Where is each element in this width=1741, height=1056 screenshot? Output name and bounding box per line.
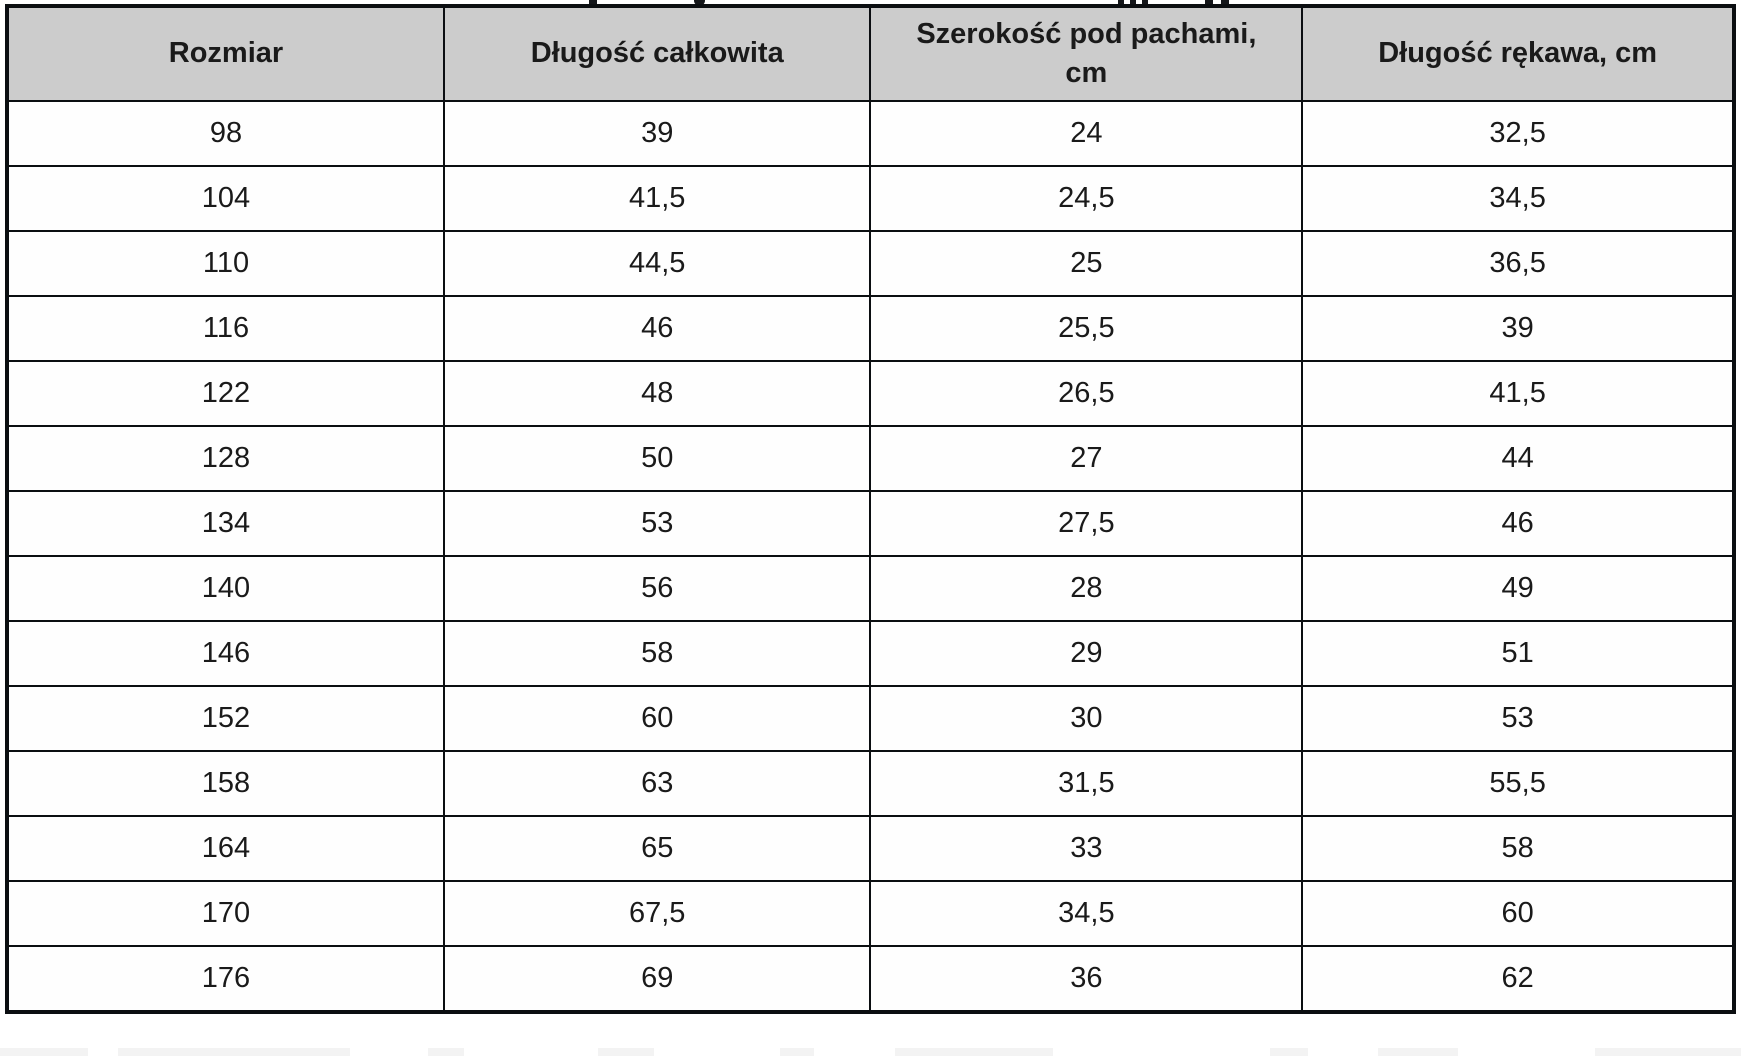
table-cell: 98 [6,100,445,167]
table-row: 128 50 27 44 [6,425,1735,492]
column-header: Długość całkowita [442,5,872,102]
table-cell: 44 [1301,425,1735,492]
table-row: 164 65 33 58 [6,815,1735,882]
table-cell: 158 [6,750,445,817]
table-cell: 32,5 [1301,100,1735,167]
bottom-fragment-mark [780,1048,814,1056]
table-cell: 29 [869,620,1304,687]
table-row: 122 48 26,5 41,5 [6,360,1735,427]
table-cell: 27,5 [869,490,1304,557]
table-row: 140 56 28 49 [6,555,1735,622]
table-cell: 48 [442,360,872,427]
bottom-fragment-mark [118,1048,350,1056]
table-cell: 60 [1301,880,1735,947]
table-row: 104 41,5 24,5 34,5 [6,165,1735,232]
clipped-title-fragment [0,0,1741,7]
table-row: 146 58 29 51 [6,620,1735,687]
title-descender-mark [589,0,597,6]
title-descender-mark [1130,0,1136,4]
table-cell: 51 [1301,620,1735,687]
table-cell: 26,5 [869,360,1304,427]
bottom-fragment-mark [1595,1048,1741,1056]
table-cell: 27 [869,425,1304,492]
size-chart-table: Rozmiar Długość całkowita Szerokość pod pa… [5,4,1736,1014]
table-cell: 122 [6,360,445,427]
bottom-fragment-mark [0,1048,88,1056]
table-cell: 39 [442,100,872,167]
table-cell: 49 [1301,555,1735,622]
clipped-bottom-fragment [0,1048,1741,1056]
column-header: Rozmiar [6,5,445,102]
table-cell: 58 [442,620,872,687]
table-cell: 53 [1301,685,1735,752]
table-cell: 44,5 [442,230,872,297]
table-row: 134 53 27,5 46 [6,490,1735,557]
table-cell: 134 [6,490,445,557]
table-cell: 104 [6,165,445,232]
table-cell: 164 [6,815,445,882]
table-cell: 53 [442,490,872,557]
table-cell: 34,5 [1301,165,1735,232]
table-cell: 140 [6,555,445,622]
table-cell: 41,5 [442,165,872,232]
header-row: Rozmiar Długość całkowita Szerokość pod pa… [6,5,1735,102]
table-cell: 116 [6,295,445,362]
table-cell: 152 [6,685,445,752]
table-cell: 146 [6,620,445,687]
table-cell: 34,5 [869,880,1304,947]
bottom-fragment-mark [428,1048,464,1056]
column-header: Szerokość pod pachami, cm [869,5,1304,102]
table-row: 152 60 30 53 [6,685,1735,752]
title-descender-mark [694,0,705,6]
bottom-fragment-mark [895,1048,1053,1056]
table-cell: 56 [442,555,872,622]
table-cell: 24,5 [869,165,1304,232]
table-row: 116 46 25,5 39 [6,295,1735,362]
table-cell: 65 [442,815,872,882]
table-row: 170 67,5 34,5 60 [6,880,1735,947]
table-cell: 30 [869,685,1304,752]
table-cell: 50 [442,425,872,492]
table-cell: 63 [442,750,872,817]
column-header: Długość rękawa, cm [1301,5,1735,102]
table-body: 98 39 24 32,5 104 41,5 24,5 34,5 110 44,5 25 36,5 11… [6,100,1735,1013]
table-cell: 67,5 [442,880,872,947]
table-cell: 39 [1301,295,1735,362]
table-cell: 46 [442,295,872,362]
table-cell: 69 [442,945,872,1013]
table-cell: 24 [869,100,1304,167]
table-header: Rozmiar Długość całkowita Szerokość pod pa… [6,5,1735,102]
table-row: 98 39 24 32,5 [6,100,1735,167]
table-cell: 41,5 [1301,360,1735,427]
table-cell: 28 [869,555,1304,622]
table-cell: 46 [1301,490,1735,557]
title-descender-mark [1221,0,1229,6]
table-row: 158 63 31,5 55,5 [6,750,1735,817]
bottom-fragment-mark [598,1048,654,1056]
table-cell: 128 [6,425,445,492]
table-cell: 36,5 [1301,230,1735,297]
table-cell: 176 [6,945,445,1013]
table-cell: 110 [6,230,445,297]
table-cell: 36 [869,945,1304,1013]
title-descender-mark [1118,0,1124,4]
table-cell: 31,5 [869,750,1304,817]
table-cell: 25 [869,230,1304,297]
table-cell: 33 [869,815,1304,882]
table-cell: 170 [6,880,445,947]
bottom-fragment-mark [1378,1048,1458,1056]
title-descender-mark [1142,0,1148,4]
title-descender-mark [1205,0,1213,6]
table-row: 110 44,5 25 36,5 [6,230,1735,297]
table-cell: 60 [442,685,872,752]
table-cell: 62 [1301,945,1735,1013]
table-cell: 25,5 [869,295,1304,362]
table-cell: 58 [1301,815,1735,882]
table-cell: 55,5 [1301,750,1735,817]
table-row: 176 69 36 62 [6,945,1735,1013]
bottom-fragment-mark [1270,1048,1308,1056]
